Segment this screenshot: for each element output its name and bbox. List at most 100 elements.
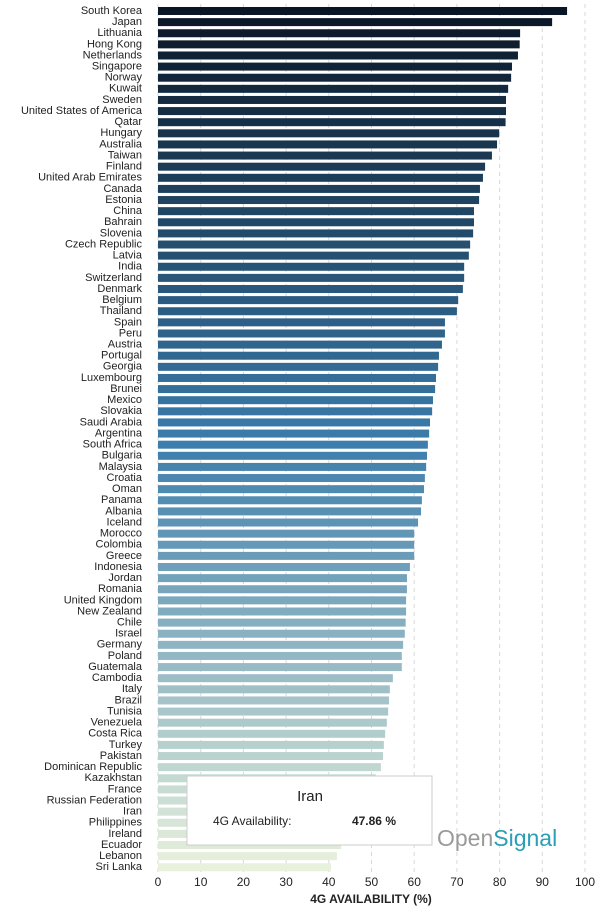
y-tick-label: Italy (122, 683, 143, 695)
y-tick-label: Pakistan (100, 750, 142, 762)
bar (158, 407, 433, 416)
bar (158, 84, 509, 93)
y-tick-label: Peru (119, 327, 142, 339)
y-tick-label: Portugal (101, 350, 142, 362)
y-tick-label: Jordan (108, 572, 142, 584)
y-tick-label: Oman (112, 483, 142, 495)
bar (158, 173, 483, 182)
tooltip-label: 4G Availability: (213, 814, 292, 828)
bar (158, 62, 512, 71)
tooltip-title: Iran (297, 788, 323, 805)
bar (158, 607, 407, 616)
bar (158, 373, 436, 382)
y-tick-label: Thailand (100, 305, 142, 317)
bar (158, 29, 521, 38)
y-tick-label: Croatia (107, 472, 143, 484)
bar (158, 40, 520, 49)
bar (158, 151, 492, 160)
y-tick-label: Panama (101, 494, 143, 506)
y-tick-label: Tunisia (107, 705, 143, 717)
y-tick-label: Switzerland (85, 272, 142, 284)
bar (158, 663, 402, 672)
y-tick-label: Netherlands (83, 49, 143, 61)
bar (158, 451, 428, 460)
x-tick-label: 70 (450, 875, 464, 889)
bar (158, 696, 390, 705)
y-tick-label: Brunei (110, 383, 142, 395)
y-tick-label: India (118, 261, 143, 273)
bar (158, 73, 512, 82)
bar (158, 251, 469, 260)
y-tick-label: Malaysia (99, 461, 143, 473)
bar (158, 229, 474, 238)
bar (158, 718, 387, 727)
bar (158, 551, 415, 560)
bar (158, 207, 474, 216)
y-tick-label: Cambodia (92, 672, 143, 684)
y-tick-label: Lithuania (97, 27, 143, 39)
y-tick-label: Australia (99, 138, 143, 150)
bar (158, 95, 507, 104)
logo-signal: Signal (493, 825, 557, 851)
bar (158, 418, 430, 427)
y-tick-label: Singapore (92, 61, 142, 73)
y-tick-label: Guatemala (88, 661, 143, 673)
bar (158, 462, 427, 471)
y-tick-label: Hungary (100, 127, 142, 139)
bar (158, 362, 439, 371)
y-tick-label: Poland (108, 650, 142, 662)
x-tick-label: 20 (237, 875, 251, 889)
bar (158, 863, 331, 872)
bar (158, 51, 518, 60)
bar (158, 674, 393, 683)
bar (158, 629, 405, 638)
bar (158, 852, 337, 861)
y-tick-label: Chile (117, 617, 142, 629)
y-tick-label: Lebanon (99, 850, 142, 862)
y-tick-label: Sri Lanka (96, 861, 143, 873)
tooltip-box (186, 775, 433, 846)
y-tick-label: Canada (103, 183, 142, 195)
y-tick-label: Bahrain (104, 216, 142, 228)
x-tick-label: 100 (575, 875, 595, 889)
y-tick-label: Austria (108, 339, 143, 351)
bar (158, 18, 553, 27)
bar (158, 285, 463, 293)
y-tick-label: Estonia (105, 194, 143, 206)
bar (158, 507, 422, 516)
y-tick-label: Ireland (108, 828, 142, 840)
y-tick-label: Albania (105, 505, 143, 517)
y-tick-label: Colombia (96, 539, 143, 551)
x-tick-label: 30 (279, 875, 293, 889)
bar (158, 396, 433, 405)
y-tick-label: Philippines (89, 817, 143, 829)
bar (158, 273, 465, 282)
y-tick-label: Brazil (114, 694, 142, 706)
bar (158, 574, 407, 583)
y-tick-label: Taiwan (108, 149, 142, 161)
y-tick-label: Slovakia (100, 405, 142, 417)
y-tick-label: Romania (98, 583, 143, 595)
y-tick-label: Ecuador (101, 839, 142, 851)
bar (158, 429, 430, 438)
bar (158, 752, 384, 761)
y-tick-label: South Africa (83, 439, 143, 451)
bar (158, 140, 498, 149)
x-tick-label: 50 (365, 875, 379, 889)
y-tick-label: Slovenia (100, 227, 143, 239)
y-tick-label: Iran (123, 806, 142, 818)
x-tick-label: 80 (493, 875, 507, 889)
y-tick-label: Sweden (102, 94, 142, 106)
y-tick-label: Saudi Arabia (80, 416, 143, 428)
y-tick-label: Belgium (102, 294, 142, 306)
y-tick-label: Costa Rica (88, 728, 143, 740)
y-tick-label: Denmark (97, 283, 142, 295)
bar (158, 496, 422, 505)
bar (158, 485, 425, 494)
bar (158, 596, 407, 605)
bar (158, 340, 442, 349)
bar (158, 685, 390, 694)
y-tick-label: Bulgaria (102, 450, 143, 462)
y-tick-label: Turkey (109, 739, 143, 751)
